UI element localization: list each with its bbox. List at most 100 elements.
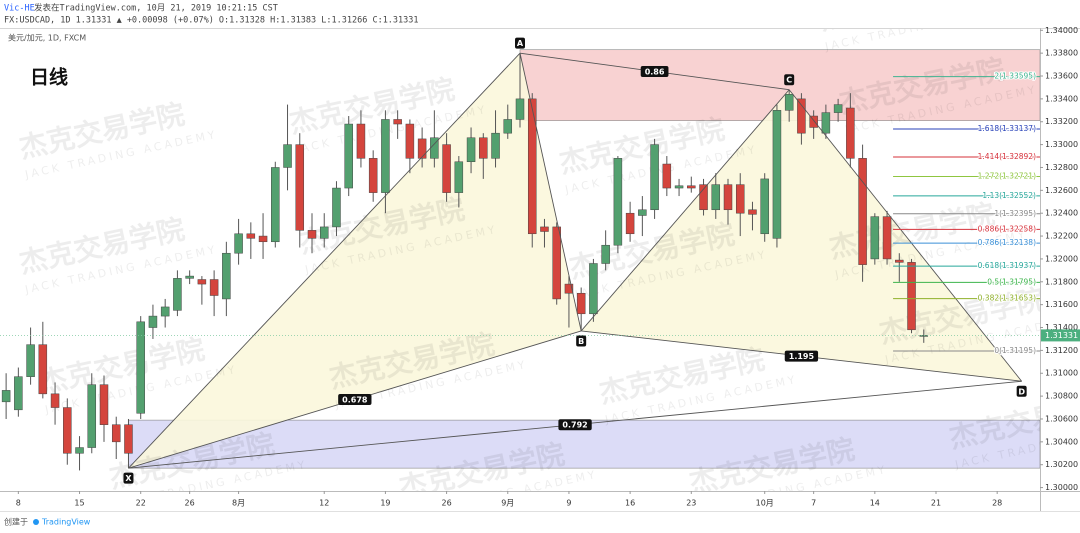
fib-label: 0.5(1.31795)	[987, 277, 1036, 286]
candle-body	[491, 132, 500, 159]
candle-body	[466, 137, 476, 163]
candle-body	[613, 158, 623, 246]
header-bg	[0, 0, 1080, 28]
candle-body	[405, 123, 415, 159]
candle-body	[589, 263, 598, 315]
candle-body	[173, 278, 182, 311]
y-tick-label: 1.33200	[1045, 117, 1078, 126]
y-tick-label: 1.31000	[1045, 369, 1078, 378]
candle-body	[1, 390, 11, 403]
x-tick-label: 21	[931, 499, 941, 508]
footer-brand: TradingView	[41, 518, 91, 527]
candle-body	[26, 344, 35, 377]
candle-body	[846, 107, 855, 159]
candle-body	[381, 119, 390, 193]
candle-body	[136, 321, 145, 414]
fib-label: 2(1.33595)	[994, 72, 1036, 81]
quote-line: FX:USDCAD, 1D 1.31331 ▲ +0.00098 (+0.07%…	[4, 16, 419, 26]
labels: 0.678 0.86 1.195 0.792 X A B C D	[123, 37, 1027, 484]
y-tick-label: 1.31400	[1045, 323, 1078, 332]
point-label: A	[517, 39, 524, 48]
pattern-line	[519, 53, 582, 332]
pattern-line	[580, 89, 790, 332]
x-tick-label: 9	[566, 499, 571, 508]
candle-body	[38, 344, 48, 395]
fib-label: 0.786(1.32138)	[978, 238, 1036, 247]
candle-body	[344, 123, 353, 189]
candle-body	[148, 315, 158, 328]
y-tick-label: 1.32400	[1045, 209, 1078, 218]
point-label: B	[578, 337, 584, 346]
y-tick-label: 1.33400	[1045, 94, 1078, 103]
y-tick-label: 1.30400	[1045, 437, 1078, 446]
ratio-box	[338, 394, 372, 406]
point-label: C	[786, 76, 792, 85]
footer-logo	[33, 519, 39, 525]
fib-label: 1.13(1.32552)	[982, 191, 1036, 200]
candle-body	[833, 104, 843, 113]
candle-body	[246, 233, 256, 239]
candle-body	[735, 184, 745, 214]
candle-body	[515, 98, 525, 120]
ratio-label: 0.86	[645, 67, 665, 76]
point-box	[515, 37, 525, 49]
x-tick-label: 26	[441, 499, 451, 508]
candle-body	[711, 184, 721, 211]
candle-body	[784, 94, 794, 111]
candle-body	[650, 144, 659, 211]
candle-body	[503, 119, 513, 134]
candle-body	[809, 115, 818, 128]
candle-body	[662, 163, 672, 189]
y-tick-label: 1.34000	[1045, 26, 1078, 35]
ratio-box	[640, 65, 669, 77]
candle-body	[601, 244, 610, 264]
candle-body	[527, 98, 537, 235]
candle-body	[564, 283, 574, 294]
pattern-line	[788, 89, 1022, 382]
y-tick-label: 1.33000	[1045, 140, 1078, 149]
point-label: X	[125, 474, 132, 483]
x-tick-label: 15	[74, 499, 84, 508]
fib-label: 0.382(1.31653)	[978, 294, 1036, 303]
y-tick-label: 1.31600	[1045, 300, 1078, 309]
candle-body	[50, 393, 60, 408]
y-tick-label: 1.30800	[1045, 392, 1078, 401]
chart-title: 日线	[30, 66, 68, 89]
x-tick-label: 10月	[756, 499, 774, 508]
ratio-label: 1.195	[789, 352, 815, 361]
x-tick-label: 9月	[501, 499, 514, 508]
x-tick-label: 8月	[232, 499, 245, 508]
candle-body	[748, 209, 757, 215]
point-box	[576, 335, 587, 347]
y-tick-label: 1.32800	[1045, 163, 1078, 172]
candle-body	[797, 98, 806, 134]
candle-body	[393, 119, 402, 125]
point-box	[784, 74, 795, 86]
y-tick-label: 1.30000	[1045, 483, 1078, 492]
fib-label: 1(1.32395)	[994, 209, 1036, 218]
x-tick-label: 8	[16, 499, 21, 508]
x-tick-label: 16	[625, 499, 635, 508]
candle-body	[576, 292, 586, 315]
candle-body	[63, 407, 72, 454]
point-label: D	[1018, 387, 1025, 396]
candle-body	[295, 144, 305, 231]
fib-label: 1.618(1.33137)	[978, 124, 1036, 133]
ratio-label: 0.792	[562, 421, 587, 430]
candle-body	[185, 275, 194, 279]
candle-body	[368, 158, 378, 193]
fib-label: 0.886(1.32258)	[978, 224, 1036, 233]
candle-body	[271, 167, 280, 243]
candle-body	[699, 184, 708, 211]
fib-label: 1.272(1.32721)	[978, 172, 1036, 181]
candle-body	[417, 138, 427, 159]
published: 发表在TradingView.com, 10月 21, 2019 10:21:1…	[34, 3, 278, 14]
y-tick-label: 1.33800	[1045, 49, 1078, 58]
candle-body	[332, 187, 341, 228]
candle-body	[687, 185, 696, 189]
y-tick-label: 1.33600	[1045, 72, 1078, 81]
candle-body	[234, 233, 243, 254]
